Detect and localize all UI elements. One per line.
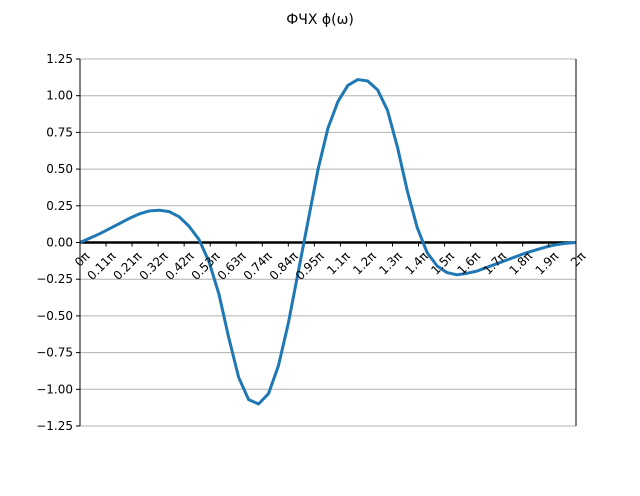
x-tick-label: 0.74π [241,249,275,283]
x-tick-label: 0.32π [137,249,171,283]
y-tick-label: 0.75 [46,125,73,139]
y-tick-label: −1.25 [36,419,73,433]
x-tick-label: 2π [568,249,588,269]
x-tick-label: 0.63π [215,249,249,283]
x-tick-label: 1.3π [376,249,405,278]
series-layer [79,78,577,406]
y-tick-label: 1.25 [46,52,73,66]
x-tick-label: 1.7π [480,249,509,278]
x-tick-label: 0.42π [163,249,197,283]
x-tick-label: 1.2π [350,249,379,278]
y-tick-label: −0.50 [36,309,73,323]
x-tick-label: 0.21π [111,249,145,283]
y-tick-label: 0.25 [46,199,73,213]
y-tick-label: −1.00 [36,382,73,396]
y-tick-label: −0.75 [36,346,73,360]
chart-title: ФЧХ ϕ(ω) [286,12,354,28]
y-tick-label: 0.50 [46,162,73,176]
x-tick-label: 1.1π [324,249,353,278]
y-axis-ticks: 1.25 1.00 0.75 0.50 0.25 0.00 −0.25 −0.50 −0.75 −… [36,52,80,433]
x-tick-label: 0.11π [84,249,118,283]
x-tick-label: 1.8π [507,249,536,278]
phase-response-line [79,78,577,406]
y-tick-label: −0.25 [36,272,73,286]
x-tick-label: 1.9π [533,249,562,278]
y-tick-label: 1.00 [46,89,73,103]
x-axis-ticks: 0π0.11π0.21π0.32π0.42π0.53π0.63π0.74π0.8… [72,242,588,283]
y-tick-label: 0.00 [46,236,73,250]
x-tick-label: 0π [72,249,92,269]
